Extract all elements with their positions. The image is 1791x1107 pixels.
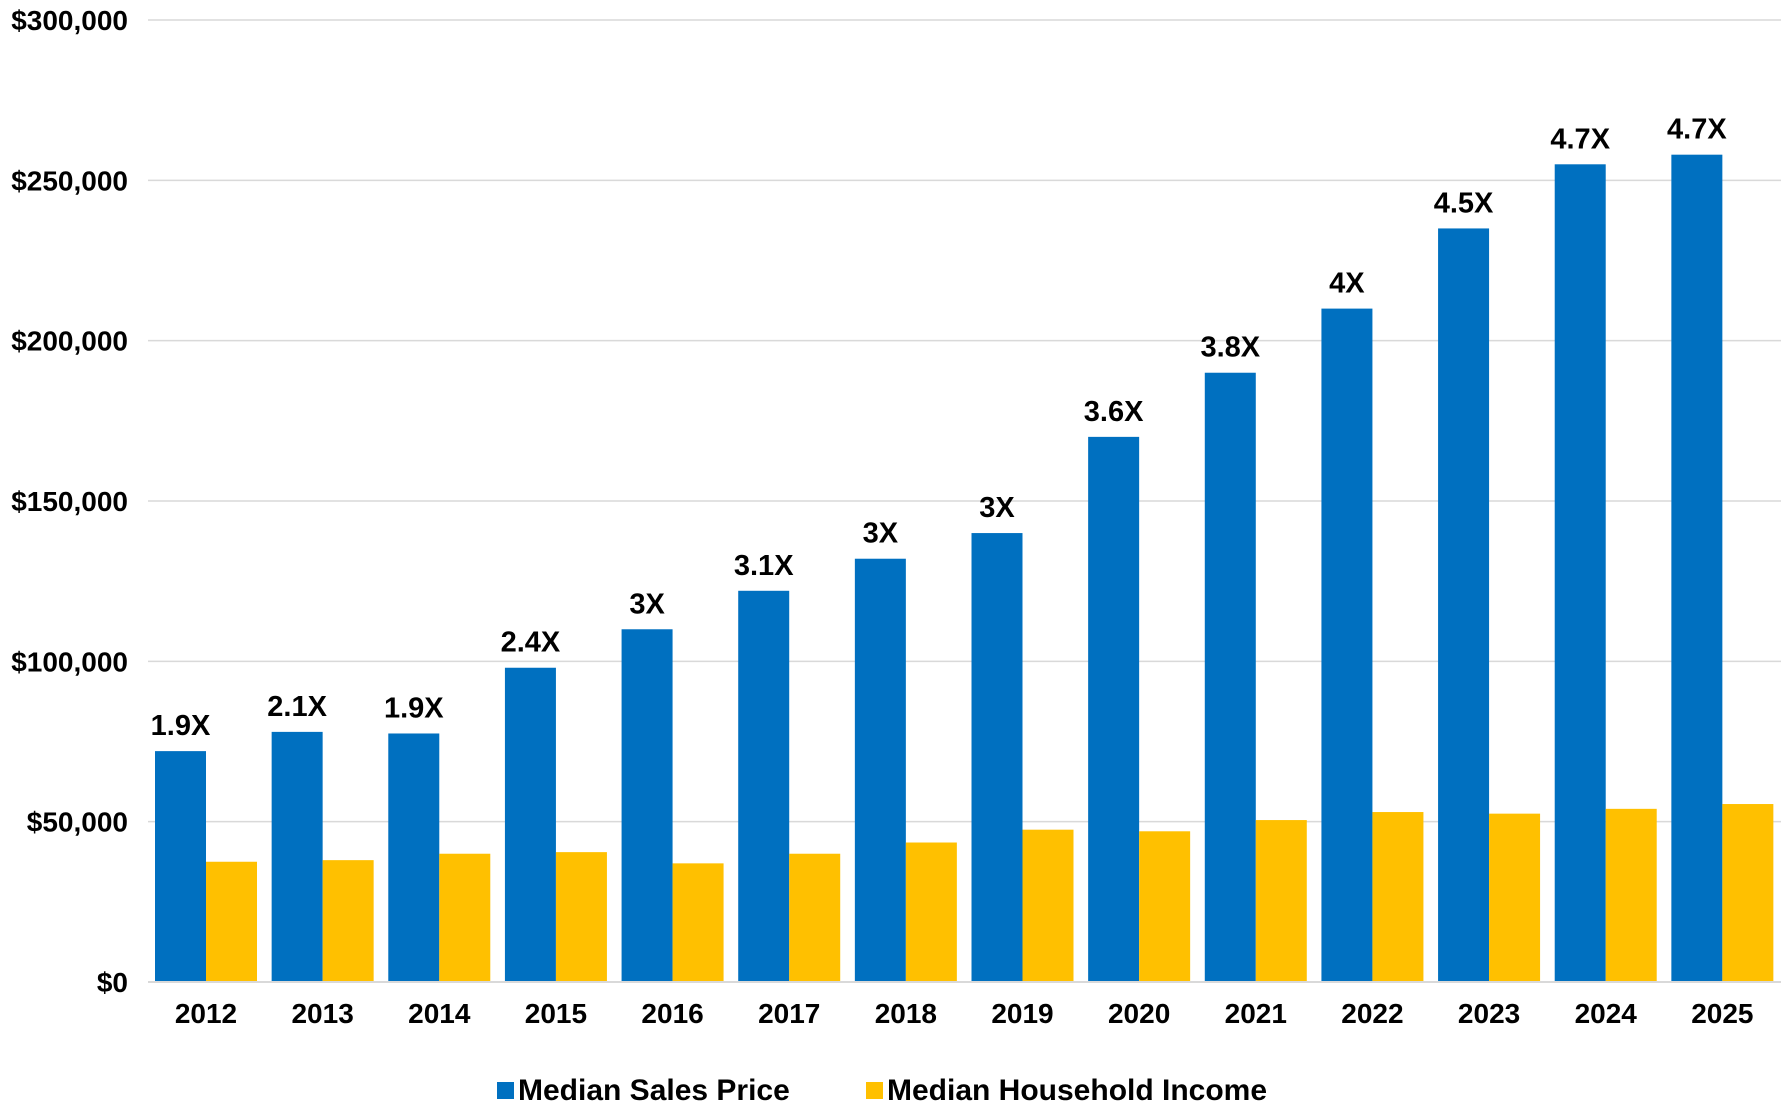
bar-median-sales-price bbox=[971, 533, 1023, 982]
bar-median-sales-price bbox=[738, 590, 790, 982]
ratio-data-label: 1.9X bbox=[384, 692, 444, 724]
y-tick-label: $50,000 bbox=[27, 807, 128, 838]
x-tick-label: 2012 bbox=[175, 998, 237, 1029]
x-tick-label: 2025 bbox=[1691, 998, 1753, 1029]
ratio-data-label: 4X bbox=[1329, 268, 1365, 300]
ratio-data-label: 3X bbox=[863, 518, 899, 550]
bar-median-household-income bbox=[1139, 831, 1191, 982]
x-tick-label: 2017 bbox=[758, 998, 820, 1029]
ratio-data-label: 4.7X bbox=[1550, 123, 1610, 155]
x-tick-label: 2024 bbox=[1575, 998, 1638, 1029]
x-tick-label: 2014 bbox=[408, 998, 471, 1029]
legend-median-sales-price: Median Sales Price bbox=[497, 1074, 790, 1107]
y-tick-label: $0 bbox=[97, 967, 128, 998]
ratio-data-label: 3.1X bbox=[734, 550, 794, 582]
bar-median-sales-price bbox=[271, 731, 323, 982]
bar-median-household-income bbox=[1489, 813, 1541, 982]
bar-median-sales-price bbox=[1088, 436, 1140, 982]
bar-median-household-income bbox=[1605, 808, 1657, 982]
bar-median-sales-price bbox=[1204, 372, 1256, 982]
ratio-data-label: 3.6X bbox=[1084, 396, 1144, 428]
ratio-data-label: 3.8X bbox=[1200, 332, 1260, 364]
y-tick-label: $300,000 bbox=[11, 5, 128, 36]
bar-median-sales-price bbox=[1554, 164, 1606, 983]
bar-median-household-income bbox=[206, 861, 257, 982]
y-tick-label: $150,000 bbox=[11, 486, 128, 517]
bar-median-sales-price bbox=[1671, 154, 1723, 982]
x-tick-label: 2013 bbox=[291, 998, 353, 1029]
legend-median-household-income: Median Household Income bbox=[866, 1074, 1267, 1107]
ratio-data-label: 1.9X bbox=[151, 710, 211, 742]
x-tick-label: 2016 bbox=[641, 998, 703, 1029]
ratio-data-label: 4.5X bbox=[1434, 187, 1494, 219]
bar-median-household-income bbox=[672, 863, 724, 982]
ratio-data-label: 3X bbox=[629, 588, 665, 620]
bar-median-sales-price bbox=[621, 629, 673, 982]
x-tick-label: 2020 bbox=[1108, 998, 1170, 1029]
bars bbox=[155, 154, 1774, 983]
bar-median-household-income bbox=[1255, 820, 1307, 982]
bar-median-household-income bbox=[555, 852, 607, 982]
bar-median-sales-price bbox=[854, 558, 906, 982]
x-tick-label: 2018 bbox=[875, 998, 937, 1029]
bar-median-household-income bbox=[1372, 812, 1424, 982]
bar-median-household-income bbox=[905, 842, 957, 982]
legend: Median Sales Price Median Household Incom… bbox=[497, 1074, 1267, 1107]
bar-median-sales-price bbox=[1438, 228, 1490, 982]
ratio-data-label: 3X bbox=[979, 492, 1015, 524]
x-tick-label: 2023 bbox=[1458, 998, 1520, 1029]
y-tick-label: $250,000 bbox=[11, 165, 128, 196]
bar-median-sales-price bbox=[388, 733, 440, 982]
ratio-data-label: 2.1X bbox=[267, 691, 327, 723]
legend-label: Median Household Income bbox=[887, 1074, 1267, 1107]
ratio-data-label: 2.4X bbox=[501, 627, 561, 659]
bar-median-household-income bbox=[439, 853, 491, 982]
legend-label: Median Sales Price bbox=[518, 1074, 790, 1107]
bar-median-sales-price bbox=[155, 751, 206, 982]
y-tick-label: $200,000 bbox=[11, 326, 128, 357]
bar-median-sales-price bbox=[1321, 308, 1373, 983]
x-tick-label: 2021 bbox=[1225, 998, 1287, 1029]
legend-swatch bbox=[866, 1082, 883, 1099]
x-tick-label: 2015 bbox=[525, 998, 587, 1029]
x-tick-label: 2019 bbox=[991, 998, 1053, 1029]
legend-swatch bbox=[497, 1082, 514, 1099]
ratio-data-label: 4.7X bbox=[1667, 114, 1727, 146]
bar-median-household-income bbox=[789, 853, 841, 982]
bar-median-household-income bbox=[1722, 804, 1774, 982]
bar-median-household-income bbox=[322, 860, 374, 982]
axes: $0 $50,000 $100,000 $150,000 $200,000 $250,00… bbox=[11, 5, 1781, 1029]
bar-median-household-income bbox=[1022, 829, 1074, 982]
x-tick-label: 2022 bbox=[1341, 998, 1403, 1029]
data-labels: 1.9X 2.1X 1.9X 2.4X 3X 3.1X 3X 3X 3.6X 3.8X 4X 4.5X… bbox=[151, 114, 1728, 742]
bar-median-sales-price bbox=[504, 667, 556, 982]
y-tick-label: $100,000 bbox=[11, 646, 128, 677]
